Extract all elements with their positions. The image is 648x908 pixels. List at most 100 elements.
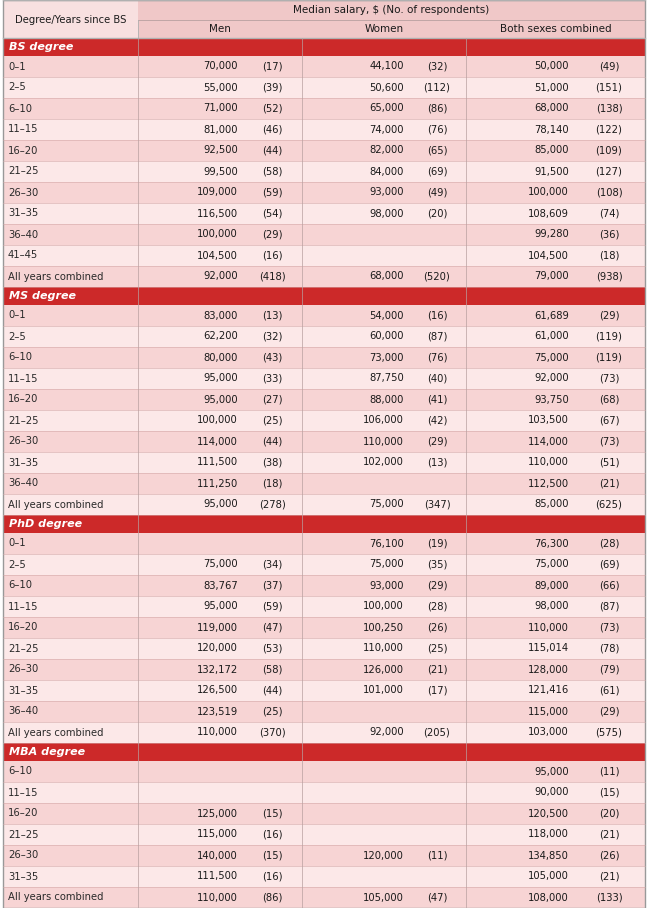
- Bar: [3, 701, 645, 722]
- Text: 11–15: 11–15: [8, 124, 38, 134]
- Text: 100,000: 100,000: [197, 416, 238, 426]
- Text: (66): (66): [599, 580, 619, 590]
- Text: (40): (40): [427, 373, 447, 383]
- Text: (69): (69): [427, 166, 447, 176]
- Text: 61,689: 61,689: [534, 311, 569, 321]
- Text: 68,000: 68,000: [369, 271, 404, 281]
- Text: 21–25: 21–25: [8, 644, 38, 654]
- Text: 105,000: 105,000: [528, 872, 569, 882]
- Text: (65): (65): [427, 145, 447, 155]
- Bar: [3, 182, 645, 203]
- Text: 103,000: 103,000: [528, 727, 569, 737]
- Text: (29): (29): [599, 311, 619, 321]
- Text: (15): (15): [262, 851, 283, 861]
- Bar: [3, 494, 645, 515]
- Bar: [3, 761, 645, 782]
- Text: (119): (119): [596, 352, 623, 362]
- Text: 26–30: 26–30: [8, 851, 38, 861]
- Text: (16): (16): [262, 872, 283, 882]
- Text: 108,000: 108,000: [528, 893, 569, 903]
- Text: 102,000: 102,000: [363, 458, 404, 468]
- Bar: [3, 77, 645, 98]
- Text: 0–1: 0–1: [8, 62, 26, 72]
- Text: (25): (25): [427, 644, 447, 654]
- Text: (21): (21): [599, 872, 619, 882]
- Text: 26–30: 26–30: [8, 437, 38, 447]
- Text: 85,000: 85,000: [535, 499, 569, 509]
- Text: 120,000: 120,000: [363, 851, 404, 861]
- Text: (36): (36): [599, 230, 619, 240]
- Text: 104,500: 104,500: [528, 251, 569, 261]
- Text: 68,000: 68,000: [535, 104, 569, 114]
- Text: (86): (86): [262, 893, 282, 903]
- Text: 6–10: 6–10: [8, 766, 32, 776]
- Text: 119,000: 119,000: [197, 623, 238, 633]
- Text: (68): (68): [599, 394, 619, 404]
- Text: 120,500: 120,500: [528, 808, 569, 818]
- Bar: [3, 98, 645, 119]
- Text: 115,000: 115,000: [197, 830, 238, 840]
- Text: 101,000: 101,000: [363, 686, 404, 696]
- Text: (15): (15): [262, 808, 283, 818]
- Text: 75,000: 75,000: [369, 499, 404, 509]
- Bar: [3, 224, 645, 245]
- Text: MBA degree: MBA degree: [9, 747, 85, 757]
- Text: (17): (17): [262, 62, 283, 72]
- Text: 88,000: 88,000: [369, 394, 404, 404]
- Bar: [3, 722, 645, 743]
- Bar: [3, 473, 645, 494]
- Text: 100,000: 100,000: [197, 230, 238, 240]
- Text: (76): (76): [427, 352, 447, 362]
- Text: 76,300: 76,300: [535, 538, 569, 548]
- Text: 16–20: 16–20: [8, 394, 38, 404]
- Bar: [3, 431, 645, 452]
- Text: (18): (18): [262, 479, 282, 489]
- Text: (39): (39): [262, 83, 282, 93]
- Text: 50,600: 50,600: [369, 83, 404, 93]
- Text: 51,000: 51,000: [535, 83, 569, 93]
- Text: 6–10: 6–10: [8, 580, 32, 590]
- Text: (76): (76): [427, 124, 447, 134]
- Text: 110,000: 110,000: [197, 893, 238, 903]
- Text: 31–35: 31–35: [8, 686, 38, 696]
- Bar: [3, 326, 645, 347]
- Text: 126,000: 126,000: [363, 665, 404, 675]
- Bar: [3, 617, 645, 638]
- Text: (21): (21): [599, 479, 619, 489]
- Text: 16–20: 16–20: [8, 808, 38, 818]
- Text: (49): (49): [427, 187, 447, 198]
- Text: (21): (21): [599, 830, 619, 840]
- Text: 125,000: 125,000: [197, 808, 238, 818]
- Text: 92,000: 92,000: [203, 271, 238, 281]
- Text: 21–25: 21–25: [8, 416, 38, 426]
- Text: (29): (29): [599, 706, 619, 716]
- Text: 74,000: 74,000: [369, 124, 404, 134]
- Text: 83,000: 83,000: [203, 311, 238, 321]
- Text: 54,000: 54,000: [369, 311, 404, 321]
- Text: All years combined: All years combined: [8, 271, 104, 281]
- Text: (41): (41): [427, 394, 447, 404]
- Text: (38): (38): [262, 458, 282, 468]
- Text: 16–20: 16–20: [8, 623, 38, 633]
- Text: 36–40: 36–40: [8, 479, 38, 489]
- Text: 98,000: 98,000: [535, 601, 569, 611]
- Bar: [3, 245, 645, 266]
- Text: 103,500: 103,500: [528, 416, 569, 426]
- Text: 62,200: 62,200: [203, 331, 238, 341]
- Text: 6–10: 6–10: [8, 352, 32, 362]
- Text: 110,000: 110,000: [528, 623, 569, 633]
- Text: (108): (108): [596, 187, 622, 198]
- Text: BS degree: BS degree: [9, 42, 73, 52]
- Text: 31–35: 31–35: [8, 458, 38, 468]
- Text: 114,000: 114,000: [528, 437, 569, 447]
- Text: 100,000: 100,000: [364, 601, 404, 611]
- Text: (20): (20): [599, 808, 619, 818]
- Bar: [3, 452, 645, 473]
- Bar: [3, 887, 645, 908]
- Text: 99,500: 99,500: [203, 166, 238, 176]
- Bar: [3, 824, 645, 845]
- Bar: [3, 287, 645, 305]
- Text: 128,000: 128,000: [528, 665, 569, 675]
- Text: (418): (418): [259, 271, 285, 281]
- Text: 6–10: 6–10: [8, 104, 32, 114]
